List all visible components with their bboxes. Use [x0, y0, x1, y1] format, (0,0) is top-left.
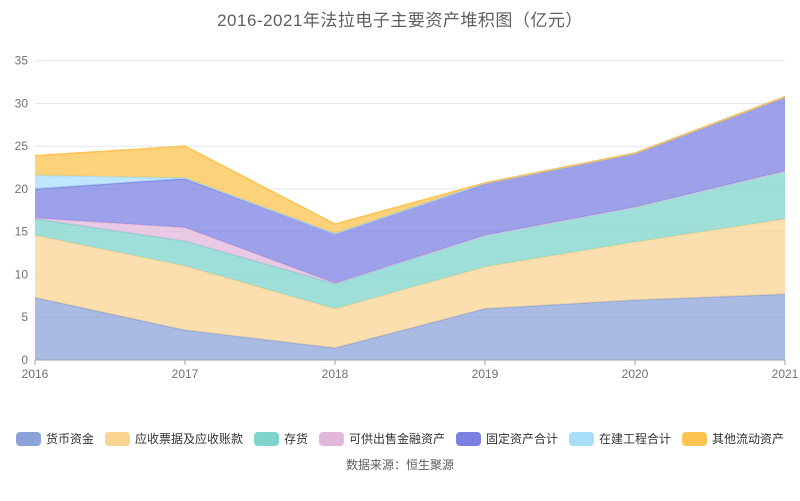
legend-item-receivables[interactable]: 应收票据及应收账款 — [104, 430, 243, 447]
y-tick-30: 30 — [15, 97, 29, 111]
legend-swatch-fixed-assets — [456, 431, 481, 446]
area-series-group — [34, 95, 786, 360]
area-series-0 — [35, 294, 785, 360]
y-tick-15: 15 — [15, 225, 29, 239]
y-tick-25: 25 — [15, 139, 29, 153]
area-series-2 — [35, 171, 785, 309]
legend-item-afs-financial-assets[interactable]: 可供出售金融资产 — [318, 430, 445, 447]
y-tick-10: 10 — [15, 268, 29, 282]
legend-item-monetary-funds[interactable]: 货币资金 — [15, 430, 94, 447]
y-tick-0: 0 — [21, 353, 28, 367]
legend: 货币资金 应收票据及应收账款 存货 可供出售金融资产 固定资产合计 在建工程合计… — [0, 430, 800, 447]
area-series-1 — [35, 218, 785, 348]
y-tick-5: 5 — [21, 310, 28, 324]
x-tick-2020: 2020 — [622, 367, 649, 381]
legend-item-fixed-assets[interactable]: 固定资产合计 — [456, 430, 558, 447]
x-axis-labels: 2016 2017 2018 2019 2020 2021 — [22, 367, 799, 381]
legend-swatch-construction-in-progress — [569, 431, 595, 446]
legend-swatch-afs-financial-assets — [318, 431, 344, 446]
x-tick-2017: 2017 — [172, 367, 199, 381]
legend-label-fixed-assets: 固定资产合计 — [486, 432, 559, 446]
x-tick-2018: 2018 — [322, 367, 349, 381]
legend-label-monetary-funds: 货币资金 — [45, 432, 94, 446]
legend-swatch-receivables — [104, 431, 130, 446]
legend-swatch-monetary-funds — [15, 431, 41, 446]
legend-label-other-current-assets: 其他流动资产 — [712, 432, 785, 446]
legend-label-receivables: 应收票据及应收账款 — [134, 432, 243, 446]
y-tick-35: 35 — [15, 54, 29, 68]
x-tick-2019: 2019 — [472, 367, 499, 381]
legend-label-construction-in-progress: 在建工程合计 — [599, 432, 672, 446]
stacked-area-chart: 0 5 10 15 20 25 30 35 2016 2017 2018 201… — [15, 54, 799, 381]
x-tick-2016: 2016 — [22, 367, 49, 381]
x-axis-ticks — [34, 360, 786, 365]
legend-label-afs-financial-assets: 可供出售金融资产 — [348, 432, 445, 446]
series-top-line-6 — [34, 95, 786, 225]
y-axis-labels: 0 5 10 15 20 25 30 35 — [15, 54, 29, 367]
legend-label-inventory: 存货 — [283, 432, 308, 446]
area-series-4 — [35, 96, 785, 284]
legend-item-construction-in-progress[interactable]: 在建工程合计 — [569, 430, 671, 447]
legend-swatch-inventory — [253, 431, 279, 446]
legend-swatch-other-current-assets — [682, 431, 708, 446]
chart-title: 2016-2021年法拉电子主要资产堆积图（亿元） — [217, 11, 583, 30]
legend-item-inventory[interactable]: 存货 — [253, 430, 308, 447]
x-tick-2021: 2021 — [772, 367, 799, 381]
area-series-6 — [35, 96, 785, 234]
legend-item-other-current-assets[interactable]: 其他流动资产 — [682, 430, 784, 447]
y-tick-20: 20 — [15, 182, 29, 196]
data-source-caption: 数据来源：恒生聚源 — [345, 458, 454, 472]
